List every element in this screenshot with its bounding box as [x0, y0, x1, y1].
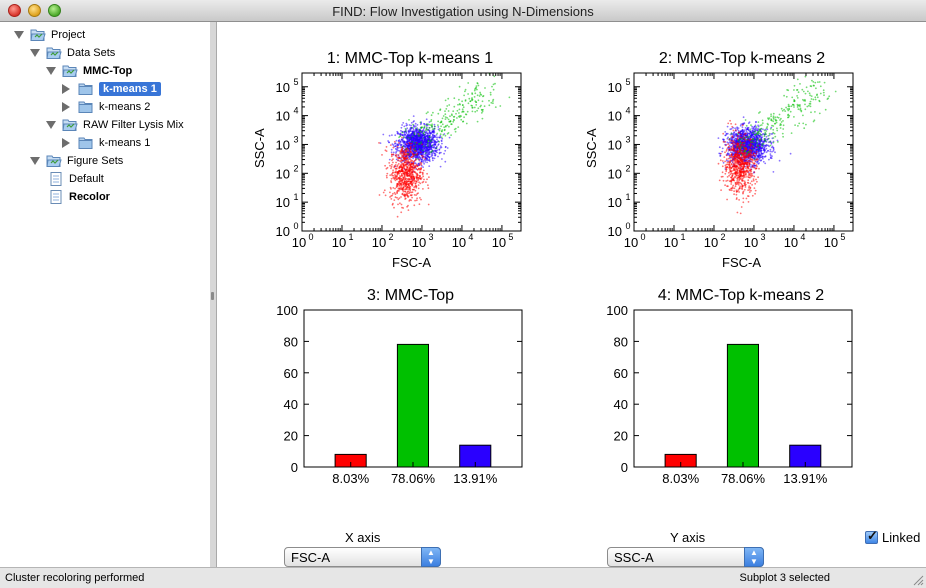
tree-item-data-sets[interactable]: Data Sets: [30, 44, 115, 62]
disclosure-triangle-open-icon[interactable]: [14, 31, 24, 39]
disclosure-triangle-open-icon[interactable]: [46, 67, 56, 75]
tree-item-k-means-1[interactable]: k-means 1: [60, 80, 161, 98]
tree-item-k-means-2[interactable]: k-means 2: [60, 98, 150, 116]
tree-item-label: Figure Sets: [67, 155, 124, 167]
tree-item-label: k-means 2: [99, 101, 151, 113]
tree-item-project[interactable]: Project: [14, 26, 85, 44]
tree-item-k-means-1[interactable]: k-means 1: [60, 134, 150, 152]
folder-icon: [78, 136, 99, 150]
tree-item-label: k-means 1: [99, 137, 151, 149]
folder-icon: [78, 100, 99, 114]
tree-item-label: Recolor: [69, 191, 110, 203]
project-tree-panel[interactable]: Project Data Sets MMC-Top k-means 1 k-means …: [0, 22, 211, 567]
tree-item-label: Data Sets: [67, 47, 116, 59]
tree-item-mmc-top[interactable]: MMC-Top: [46, 62, 132, 80]
folder-open-icon: [30, 28, 51, 42]
disclosure-triangle-open-icon[interactable]: [30, 49, 40, 57]
disclosure-triangle-open-icon[interactable]: [30, 157, 40, 165]
tree-item-default[interactable]: Default: [48, 170, 104, 188]
window-titlebar: FIND: Flow Investigation using N-Dimensi…: [0, 0, 926, 22]
tree-item-label: Project: [51, 29, 86, 41]
tree-item-label: RAW Filter Lysis Mix: [83, 119, 184, 131]
window-title: FIND: Flow Investigation using N-Dimensi…: [332, 4, 594, 19]
folder-open-icon: [62, 118, 83, 132]
divider-grip-icon[interactable]: [211, 292, 214, 300]
document-icon: [48, 190, 69, 204]
tree-item-recolor[interactable]: Recolor: [48, 188, 110, 206]
folder-open-icon: [46, 154, 67, 168]
tree-item-figure-sets[interactable]: Figure Sets: [30, 152, 123, 170]
tree-item-raw-filter-lysis-mix[interactable]: RAW Filter Lysis Mix: [46, 116, 184, 134]
tree-item-label: MMC-Top: [83, 65, 133, 77]
disclosure-triangle-closed-icon[interactable]: [62, 84, 70, 94]
disclosure-triangle-open-icon[interactable]: [46, 121, 56, 129]
folder-icon: [78, 82, 99, 96]
document-icon: [48, 172, 69, 186]
tree-item-label: Default: [69, 173, 104, 185]
folder-open-icon: [46, 46, 67, 60]
tree-item-label: k-means 1: [99, 82, 161, 96]
disclosure-triangle-closed-icon[interactable]: [62, 138, 70, 148]
folder-open-icon: [62, 64, 83, 78]
disclosure-triangle-closed-icon[interactable]: [62, 102, 70, 112]
